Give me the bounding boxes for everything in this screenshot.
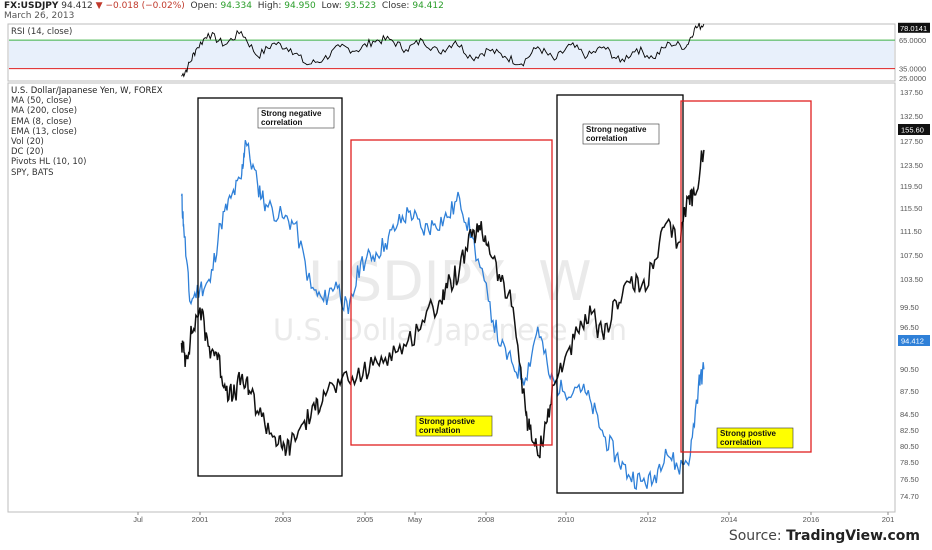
open-value: 94.334	[220, 1, 252, 11]
chart-date: March 26, 2013	[4, 11, 75, 21]
x-tick-label: 2001	[192, 515, 209, 524]
legend-ema13[interactable]: EMA (13, close)	[11, 126, 77, 137]
x-tick-label: 2016	[803, 515, 820, 524]
high-label: High:	[257, 1, 282, 11]
price-tick-label: 99.50	[900, 303, 919, 312]
spy-line	[180, 149, 705, 459]
x-tick-label: 201	[882, 515, 895, 524]
x-tick-label: 2012	[640, 515, 657, 524]
price-tick-label: 87.50	[900, 387, 919, 396]
symbol-name: FX:USDJPY	[4, 1, 59, 11]
legend-ema8[interactable]: EMA (8, close)	[11, 116, 72, 127]
price-tick-label: 115.50	[900, 204, 922, 213]
rsi-tick-label: 65.0000	[899, 36, 926, 45]
annotation-label-box	[415, 415, 493, 437]
price-tick-label: 103.50	[900, 275, 923, 284]
x-tick-label: 2003	[275, 515, 292, 524]
x-tick-label: 2010	[558, 515, 575, 524]
annotation-label-line1: Strong negative	[261, 109, 322, 118]
correlation-box	[556, 94, 684, 494]
price-tick-label: 123.50	[900, 161, 923, 170]
annotation-label-box	[582, 123, 660, 145]
price-tick-label: 127.50	[900, 137, 923, 146]
rsi-tick-label: 35.0000	[899, 65, 926, 74]
tradingview-logo[interactable]: TradingView.com	[786, 528, 920, 544]
usdjpy-price-label: 94.412	[901, 337, 924, 346]
last-price: 94.412	[61, 1, 93, 11]
indicator-legend: U.S. Dollar/Japanese Yen, W, FOREX MA (5…	[11, 86, 163, 178]
legend-pivots[interactable]: Pivots HL (10, 10)	[11, 157, 87, 168]
legend-main-series[interactable]: U.S. Dollar/Japanese Yen, W, FOREX	[11, 86, 163, 96]
price-change: ▼ −0.018 (−0.02%)	[95, 1, 185, 11]
price-tick-label: 78.50	[900, 458, 919, 467]
low-value: 93.523	[344, 1, 377, 11]
rsi-pane-label: RSI (14, close)	[11, 27, 73, 37]
price-tick-label: 84.50	[900, 410, 919, 419]
x-tick-label: May	[408, 515, 422, 524]
legend-spy[interactable]: SPY, BATS	[11, 167, 54, 178]
symbol-header: FX:USDJPY 94.412 ▼ −0.018 (−0.02%) Open:…	[4, 1, 444, 12]
spy-price-tag	[898, 124, 930, 135]
annotation-label-line1: Strong postive	[419, 417, 476, 426]
correlation-box	[350, 139, 553, 446]
source-credit: Source: TradingView.com	[729, 528, 920, 544]
high-value: 94.950	[284, 1, 316, 11]
open-label: Open:	[190, 1, 218, 11]
rsi-pane-frame	[7, 23, 896, 82]
price-tick-label: 90.50	[900, 365, 919, 374]
annotation-label-line2: correlation	[261, 118, 302, 127]
annotation-label-line1: Strong negative	[586, 125, 647, 134]
low-label: Low:	[321, 1, 342, 11]
annotation-label-line2: correlation	[419, 426, 460, 435]
close-value: 94.412	[412, 1, 444, 11]
price-tick-label: 111.50	[900, 227, 922, 236]
legend-volume[interactable]: Vol (20)	[11, 137, 44, 148]
rsi-last-value-tag	[898, 22, 930, 33]
annotation-label-line1: Strong postive	[720, 429, 777, 438]
correlation-box	[680, 100, 812, 453]
legend-ma50[interactable]: MA (50, close)	[11, 96, 72, 107]
correlation-box	[197, 97, 343, 477]
price-tick-label: 137.50	[900, 88, 923, 97]
price-tick-label: 132.50	[900, 112, 923, 121]
annotation-label-line2: correlation	[586, 134, 627, 143]
x-tick-label: 2014	[721, 515, 738, 524]
rsi-line	[181, 22, 705, 78]
x-tick-label: Jul	[133, 515, 143, 524]
price-tick-label: 80.50	[900, 442, 919, 451]
annotation-label-box	[716, 427, 794, 449]
price-tick-label: 107.50	[900, 251, 923, 260]
price-tick-label: 74.70	[900, 492, 919, 501]
rsi-tick-label: 25.0000	[899, 74, 926, 83]
x-tick-label: 2008	[478, 515, 495, 524]
price-tick-label: 82.50	[900, 426, 919, 435]
usdjpy-price-tag	[898, 335, 930, 346]
annotation-label-line2: correlation	[720, 438, 761, 447]
price-tick-label: 76.50	[900, 475, 919, 484]
x-tick-label: 2005	[357, 515, 374, 524]
legend-donchian[interactable]: DC (20)	[11, 147, 44, 158]
close-label: Close:	[381, 1, 410, 11]
price-tick-label: 96.50	[900, 323, 919, 332]
usdjpy-line	[180, 140, 705, 491]
rsi-last-value-label: 78.0141	[900, 24, 927, 33]
spy-price-label: 155.60	[901, 126, 924, 135]
annotation-label-box	[257, 107, 335, 129]
price-tick-label: 119.50	[900, 182, 922, 191]
main-pane-frame	[7, 82, 896, 513]
rsi-band	[9, 40, 894, 69]
legend-ma200[interactable]: MA (200, close)	[11, 106, 78, 117]
source-prefix: Source:	[728, 528, 782, 544]
watermark-name: U.S. Dollar/Japanese Yen	[273, 313, 627, 347]
